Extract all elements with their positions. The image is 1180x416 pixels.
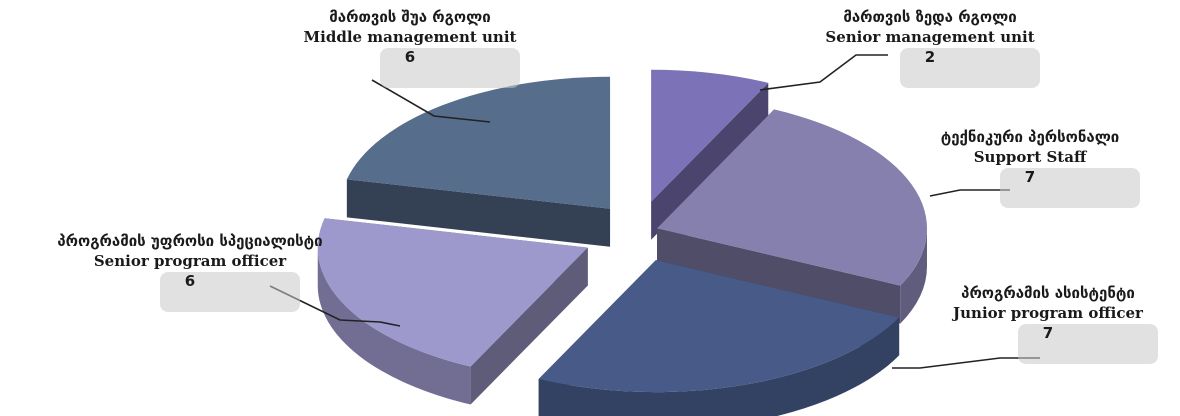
label-shadow bbox=[380, 48, 520, 88]
leader-line bbox=[371, 79, 491, 123]
slice-side bbox=[317, 247, 471, 405]
slice-label: Middle management unit bbox=[304, 28, 517, 46]
label-shadow bbox=[160, 272, 300, 312]
slice-label-geo: მართვის ზედა რგოლი bbox=[843, 8, 1016, 26]
label-shadow bbox=[1000, 168, 1140, 208]
pie-slice bbox=[346, 76, 611, 247]
pie-slice bbox=[317, 218, 588, 405]
slice-wall bbox=[346, 179, 611, 247]
slice-label-geo: პროგრამის უფროსი სპეციალისტი bbox=[57, 232, 322, 250]
pie-slice bbox=[538, 260, 900, 416]
slice-label-geo: მართვის შუა რგოლი bbox=[329, 8, 490, 26]
slice-label-geo: პროგრამის ასისტენტი bbox=[961, 284, 1135, 302]
slice-value: 6 bbox=[185, 272, 195, 290]
leader-line bbox=[892, 357, 1040, 369]
pie-slice bbox=[651, 69, 769, 240]
label-shadow bbox=[900, 48, 1040, 88]
slice-top bbox=[538, 260, 900, 393]
slice-wall bbox=[651, 82, 769, 240]
slice-value: 7 bbox=[1025, 168, 1035, 186]
slice-wall bbox=[656, 228, 901, 324]
slice-label: Junior program officer bbox=[951, 304, 1144, 322]
slice-labels: მართვის ზედა რგოლი Senior management unit… bbox=[57, 8, 1158, 364]
slice-wall bbox=[470, 247, 588, 405]
slice-top bbox=[651, 69, 769, 202]
slice-label-geo: ტექნიკური პერსონალი bbox=[941, 128, 1120, 146]
label-shadow bbox=[1018, 324, 1158, 364]
slice-top bbox=[346, 76, 611, 209]
leader-line bbox=[759, 54, 888, 91]
slice-top bbox=[656, 109, 927, 286]
slice-value: 2 bbox=[925, 48, 935, 66]
slice-side bbox=[538, 317, 900, 416]
slice-value: 7 bbox=[1043, 324, 1053, 342]
pie-slices bbox=[317, 69, 927, 416]
slice-label: Support Staff bbox=[974, 148, 1088, 166]
slice-top bbox=[317, 218, 588, 367]
slice-label: Senior management unit bbox=[825, 28, 1034, 46]
slice-side bbox=[900, 228, 927, 324]
slice-label: Senior program officer bbox=[94, 252, 287, 270]
leader-line bbox=[929, 189, 1010, 197]
leader-line bbox=[269, 285, 401, 327]
pie-slice bbox=[656, 109, 927, 324]
slice-value: 6 bbox=[405, 48, 415, 66]
